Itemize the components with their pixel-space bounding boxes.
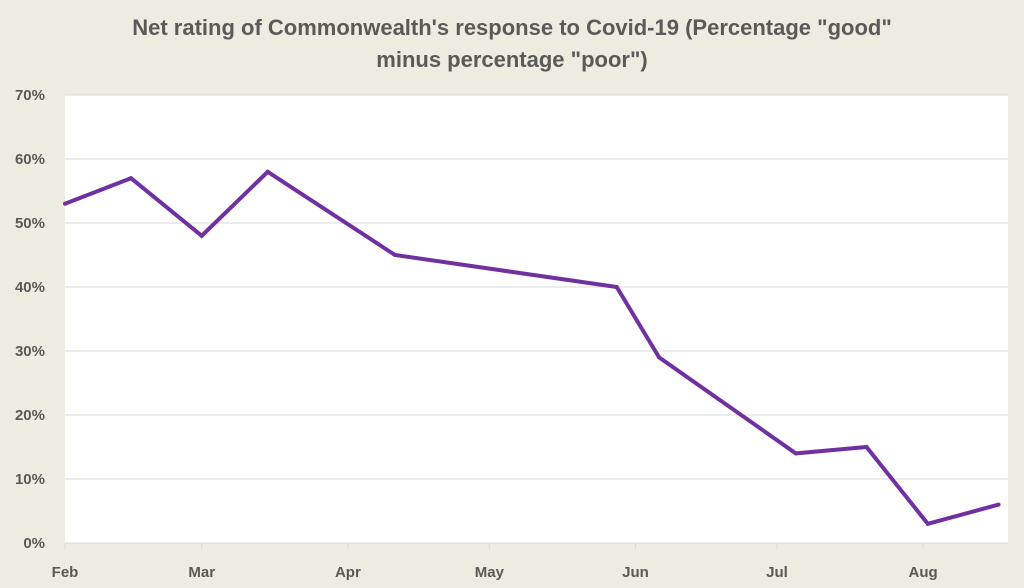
data-point [925, 521, 930, 526]
y-tick-label: 0% [23, 535, 45, 552]
x-tick-label: May [475, 564, 505, 581]
y-tick-label: 20% [15, 407, 45, 424]
y-tick-label: 10% [15, 471, 45, 488]
data-point [657, 355, 662, 360]
chart-title-line-2: minus percentage "poor") [376, 47, 648, 72]
data-point [63, 201, 67, 206]
data-point [129, 176, 134, 181]
x-axis-tick-labels: Feb Mar Apr May Jun Jul Aug [52, 564, 938, 581]
data-point [864, 445, 869, 449]
y-axis-tick-labels: 0% 10% 20% 30% 40% 50% 60% 70% [15, 87, 45, 552]
y-tick-label: 60% [15, 151, 45, 168]
series-group [63, 169, 1001, 527]
x-tick-label: Feb [52, 564, 79, 581]
data-point [265, 169, 270, 174]
y-tick-label: 40% [15, 279, 45, 296]
x-tick-label: Jul [766, 564, 788, 581]
gridlines [64, 94, 1008, 549]
y-tick-label: 30% [15, 343, 45, 360]
data-point [393, 253, 398, 257]
x-tick-label: Aug [909, 564, 938, 581]
x-tick-label: Apr [335, 564, 361, 581]
data-point [793, 451, 798, 456]
plot-area [65, 95, 1008, 543]
y-tick-label: 50% [15, 215, 45, 232]
data-point [996, 502, 1001, 507]
x-tick-label: Jun [622, 564, 649, 581]
chart-title: Net rating of Commonwealth's response to… [0, 12, 1024, 76]
chart-title-line-1: Net rating of Commonwealth's response to… [132, 15, 892, 40]
x-tick-label: Mar [188, 564, 215, 581]
data-point [199, 233, 204, 238]
data-point [614, 285, 619, 289]
y-tick-label: 70% [15, 87, 45, 104]
